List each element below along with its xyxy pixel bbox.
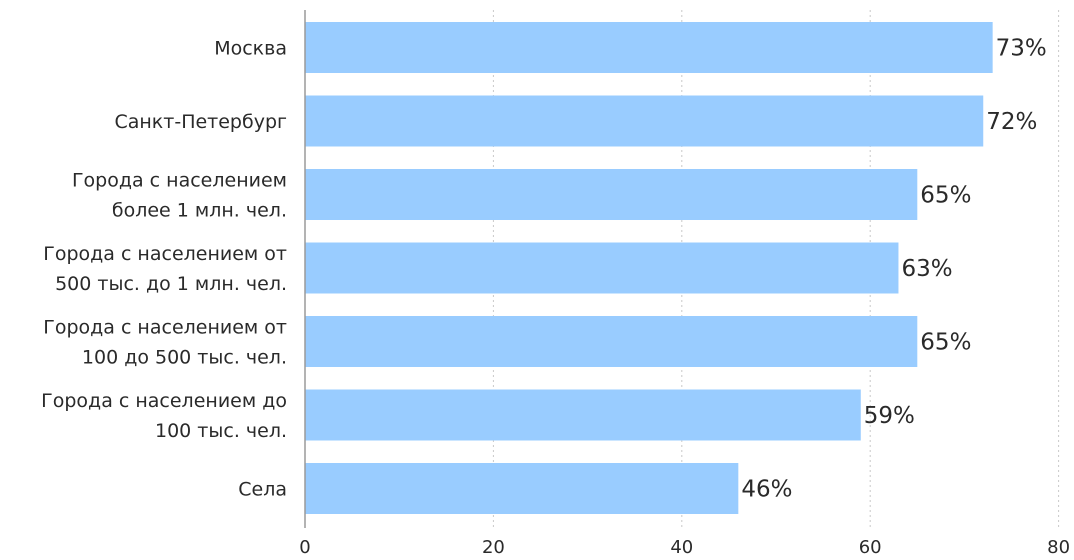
value-label: 73% xyxy=(996,36,1047,62)
bar xyxy=(305,242,899,294)
category-label-line: Города с населением от xyxy=(43,317,287,339)
bar xyxy=(305,169,918,220)
category-label: Москва xyxy=(214,38,287,60)
category-label-line: 500 тыс. до 1 млн. чел. xyxy=(55,273,287,295)
category-label-line: 100 до 500 тыс. чел. xyxy=(82,347,287,369)
category-label-line: Города с населением до xyxy=(41,390,287,412)
category-label: Санкт-Петербург xyxy=(114,111,287,133)
value-label: 72% xyxy=(986,109,1037,135)
category-label-line: Санкт-Петербург xyxy=(114,111,287,133)
category-label-line: Города с населением xyxy=(72,170,287,192)
value-label: 59% xyxy=(864,403,915,429)
category-labels: Москва Санкт-Петербург Города с населением… xyxy=(41,38,287,501)
bars xyxy=(305,22,993,514)
category-label: Города с населением от 500 тыс. до 1 млн.… xyxy=(43,243,287,295)
bar xyxy=(305,95,984,147)
x-tick-label: 0 xyxy=(299,537,310,558)
category-label-line: Города с населением от xyxy=(43,243,287,265)
category-label-line: более 1 млн. чел. xyxy=(112,200,287,222)
category-label: Города с населением более 1 млн. чел. xyxy=(72,170,287,222)
bar xyxy=(305,463,739,514)
category-label-line: Села xyxy=(238,479,287,501)
bar xyxy=(305,22,993,73)
category-label: Села xyxy=(238,479,287,501)
value-label: 65% xyxy=(920,183,971,209)
category-label: Города с населением от 100 до 500 тыс. че… xyxy=(43,317,287,369)
bar xyxy=(305,316,918,367)
value-label: 46% xyxy=(741,477,792,503)
x-tick-label: 40 xyxy=(670,537,693,558)
category-label-line: 100 тыс. чел. xyxy=(155,420,287,442)
x-tick-labels: 0 20 40 60 80 xyxy=(299,537,1070,558)
x-tick-label: 60 xyxy=(859,537,882,558)
category-label-line: Москва xyxy=(214,38,287,60)
bar xyxy=(305,389,861,441)
category-label: Города с населением до 100 тыс. чел. xyxy=(41,390,287,442)
value-labels: 73% 72% 65% 63% 65% 59% 46% xyxy=(741,36,1046,503)
value-label: 63% xyxy=(901,256,952,282)
x-tick-label: 80 xyxy=(1047,537,1070,558)
x-tick-label: 20 xyxy=(482,537,505,558)
value-label: 65% xyxy=(920,330,971,356)
